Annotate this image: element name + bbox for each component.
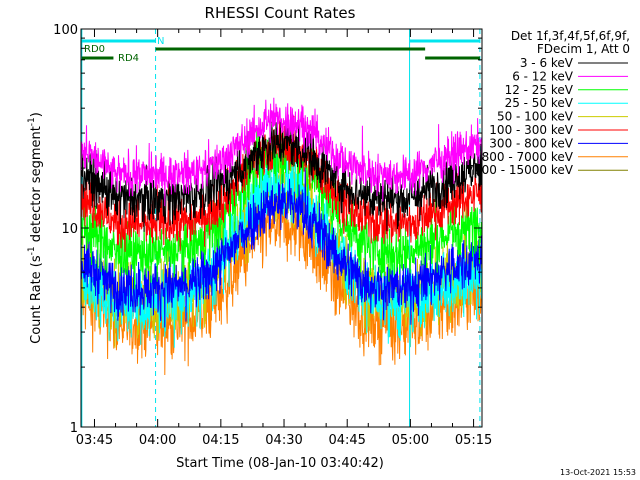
chart-title: RHESSI Count Rates (205, 4, 356, 22)
x-tick-label-2: 04:15 (202, 433, 239, 448)
y-label-part3: ) (29, 112, 44, 117)
legend: Det 1f,3f,4f,5f,6f,9f, FDecim 1, Att 0 3… (466, 29, 630, 177)
legend-label-7: 800 - 7000 keV (482, 150, 574, 164)
x-tick-label-6: 05:15 (455, 433, 492, 448)
y-axis-ticks: 1 10 100 (53, 23, 482, 436)
series-line-2 (81, 129, 482, 290)
legend-label-8: 7000 - 15000 keV (466, 163, 573, 177)
x-tick-label-1: 04:00 (139, 433, 176, 448)
y-tick-label-2: 100 (53, 23, 78, 38)
y-label-part1: Count Rate (s (29, 255, 44, 344)
x-tick-label-5: 05:00 (392, 433, 429, 448)
x-tick-label-3: 04:30 (265, 433, 302, 448)
x-tick-label-0: 03:45 (76, 433, 113, 448)
generation-timestamp: 13-Oct-2021 15:53 (560, 468, 636, 477)
y-label-sup1: -1 (27, 246, 37, 255)
series-line-1 (81, 97, 482, 207)
y-tick-label-1: 10 (61, 222, 78, 237)
series-lines (81, 97, 482, 376)
legend-header-2: FDecim 1, Att 0 (537, 42, 630, 56)
legend-label-0: 3 - 6 keV (520, 56, 574, 70)
y-label-sup2: -1 (27, 117, 37, 126)
y-axis-label: Count Rate (s-1 detector segment-1) (27, 112, 44, 344)
legend-label-4: 50 - 100 keV (497, 110, 574, 124)
legend-label-3: 25 - 50 keV (505, 96, 574, 110)
x-axis-ticks: 03:45 04:00 04:15 04:30 04:45 05:00 05:15 (76, 29, 492, 448)
legend-label-5: 100 - 300 keV (489, 123, 573, 137)
flag-label-n: N (157, 36, 164, 47)
legend-label-6: 300 - 800 keV (489, 136, 573, 150)
x-axis-label: Start Time (08-Jan-10 03:40:42) (176, 456, 384, 471)
legend-label-1: 6 - 12 keV (512, 69, 574, 83)
legend-header-1: Det 1f,3f,4f,5f,6f,9f, (511, 29, 630, 43)
flag-label-rd4: RD4 (118, 53, 139, 64)
series-line-6 (81, 167, 482, 328)
flag-label-rd0: RD0 (84, 44, 105, 55)
x-tick-label-4: 04:45 (328, 433, 365, 448)
status-flags: N RD0 RD4 (81, 36, 480, 64)
series-line-0 (81, 121, 482, 232)
y-tick-label-0: 1 (70, 421, 78, 436)
legend-label-2: 12 - 25 keV (505, 83, 574, 97)
y-label-part2: detector segment (29, 126, 44, 246)
